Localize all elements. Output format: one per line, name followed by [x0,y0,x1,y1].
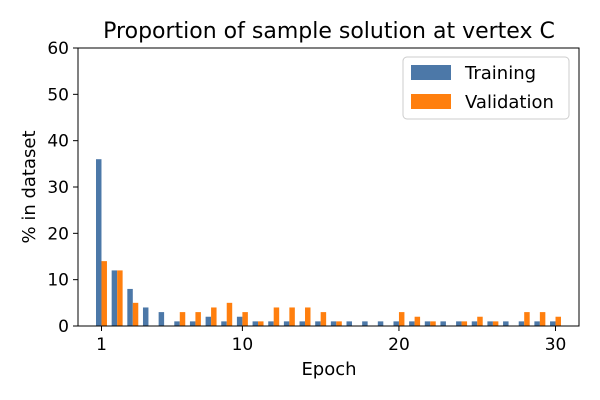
bar-validation-epoch-1 [101,261,107,326]
bar-training-epoch-17 [346,321,352,326]
y-tick-label-60: 60 [47,39,69,59]
bar-training-epoch-24 [456,321,462,326]
bar-validation-epoch-20 [398,312,405,326]
plot-frame [77,47,580,327]
bar-validation-epoch-15 [320,312,327,326]
bar-training-epoch-26 [487,321,493,326]
bars-group [96,159,561,326]
bar-training-epoch-11 [252,321,259,326]
bar-validation-epoch-7 [195,312,201,326]
bar-validation-epoch-22 [430,321,436,326]
bar-validation-epoch-30 [555,316,561,326]
chart-title: Proportion of sample solution at vertex … [103,19,555,44]
bar-validation-epoch-10 [242,312,248,326]
bar-training-epoch-6 [174,321,180,326]
bar-validation-epoch-24 [461,321,468,326]
bar-training-epoch-7 [189,321,196,326]
bar-training-epoch-8 [205,316,212,326]
bar-training-epoch-20 [393,321,399,326]
bar-validation-epoch-3 [132,302,139,326]
bar-validation-epoch-21 [414,316,421,326]
legend: Training Validation [402,56,570,120]
bar-training-epoch-4 [142,307,149,326]
y-axis-ticks: 0 10 20 30 40 50 60 [47,39,78,337]
bar-training-epoch-29 [534,321,540,326]
bar-training-epoch-12 [268,321,274,326]
bar-validation-epoch-12 [273,307,280,326]
bar-validation-epoch-16 [336,321,342,326]
bar-training-epoch-25 [471,321,478,326]
bar-training-epoch-28 [518,321,525,326]
x-axis-ticks: 1 10 20 30 [96,326,566,355]
bar-training-epoch-21 [409,321,415,326]
bar-training-epoch-22 [424,321,431,326]
bar-training-epoch-15 [315,321,321,326]
bar-validation-epoch-6 [179,312,186,326]
bar-training-epoch-23 [440,321,446,326]
bar-training-epoch-30 [550,321,556,326]
bar-validation-epoch-28 [524,312,530,326]
bar-validation-epoch-14 [305,307,311,326]
x-axis-label: Epoch [301,359,356,380]
bar-training-epoch-16 [330,321,337,326]
x-tick-label-30: 30 [545,335,567,355]
legend-label-validation: Validation [465,92,554,113]
bar-validation-epoch-26 [492,321,499,326]
bar-training-epoch-3 [127,288,133,326]
y-axis-label: % in dataset [19,130,40,243]
bar-training-epoch-18 [362,321,368,326]
bar-training-epoch-27 [503,321,509,326]
bar-validation-epoch-2 [117,270,123,326]
bar-validation-epoch-29 [539,312,546,326]
y-tick-label-0: 0 [58,317,69,337]
x-tick-label-10: 10 [232,335,254,355]
x-tick-label-1: 1 [96,335,107,355]
bar-training-epoch-10 [236,316,243,326]
bar-validation-epoch-11 [258,321,264,326]
bar-training-epoch-1 [96,159,102,326]
bar-training-epoch-5 [158,312,165,326]
y-tick-label-20: 20 [47,224,69,244]
y-tick-label-50: 50 [47,85,69,105]
bar-training-epoch-9 [221,321,227,326]
bar-training-epoch-19 [377,321,384,326]
legend-swatch-training [411,65,451,80]
y-tick-label-10: 10 [47,271,69,291]
bar-validation-epoch-9 [226,302,233,326]
bar-training-epoch-13 [283,321,290,326]
bar-training-epoch-2 [111,270,118,326]
y-tick-label-40: 40 [47,132,69,152]
y-tick-label-30: 30 [47,178,69,198]
legend-label-training: Training [464,63,536,84]
bar-training-epoch-14 [299,321,306,326]
x-tick-label-20: 20 [388,335,410,355]
bar-validation-epoch-13 [289,307,295,326]
legend-swatch-validation [411,94,451,109]
bar-validation-epoch-8 [211,307,217,326]
bar-validation-epoch-25 [477,316,483,326]
